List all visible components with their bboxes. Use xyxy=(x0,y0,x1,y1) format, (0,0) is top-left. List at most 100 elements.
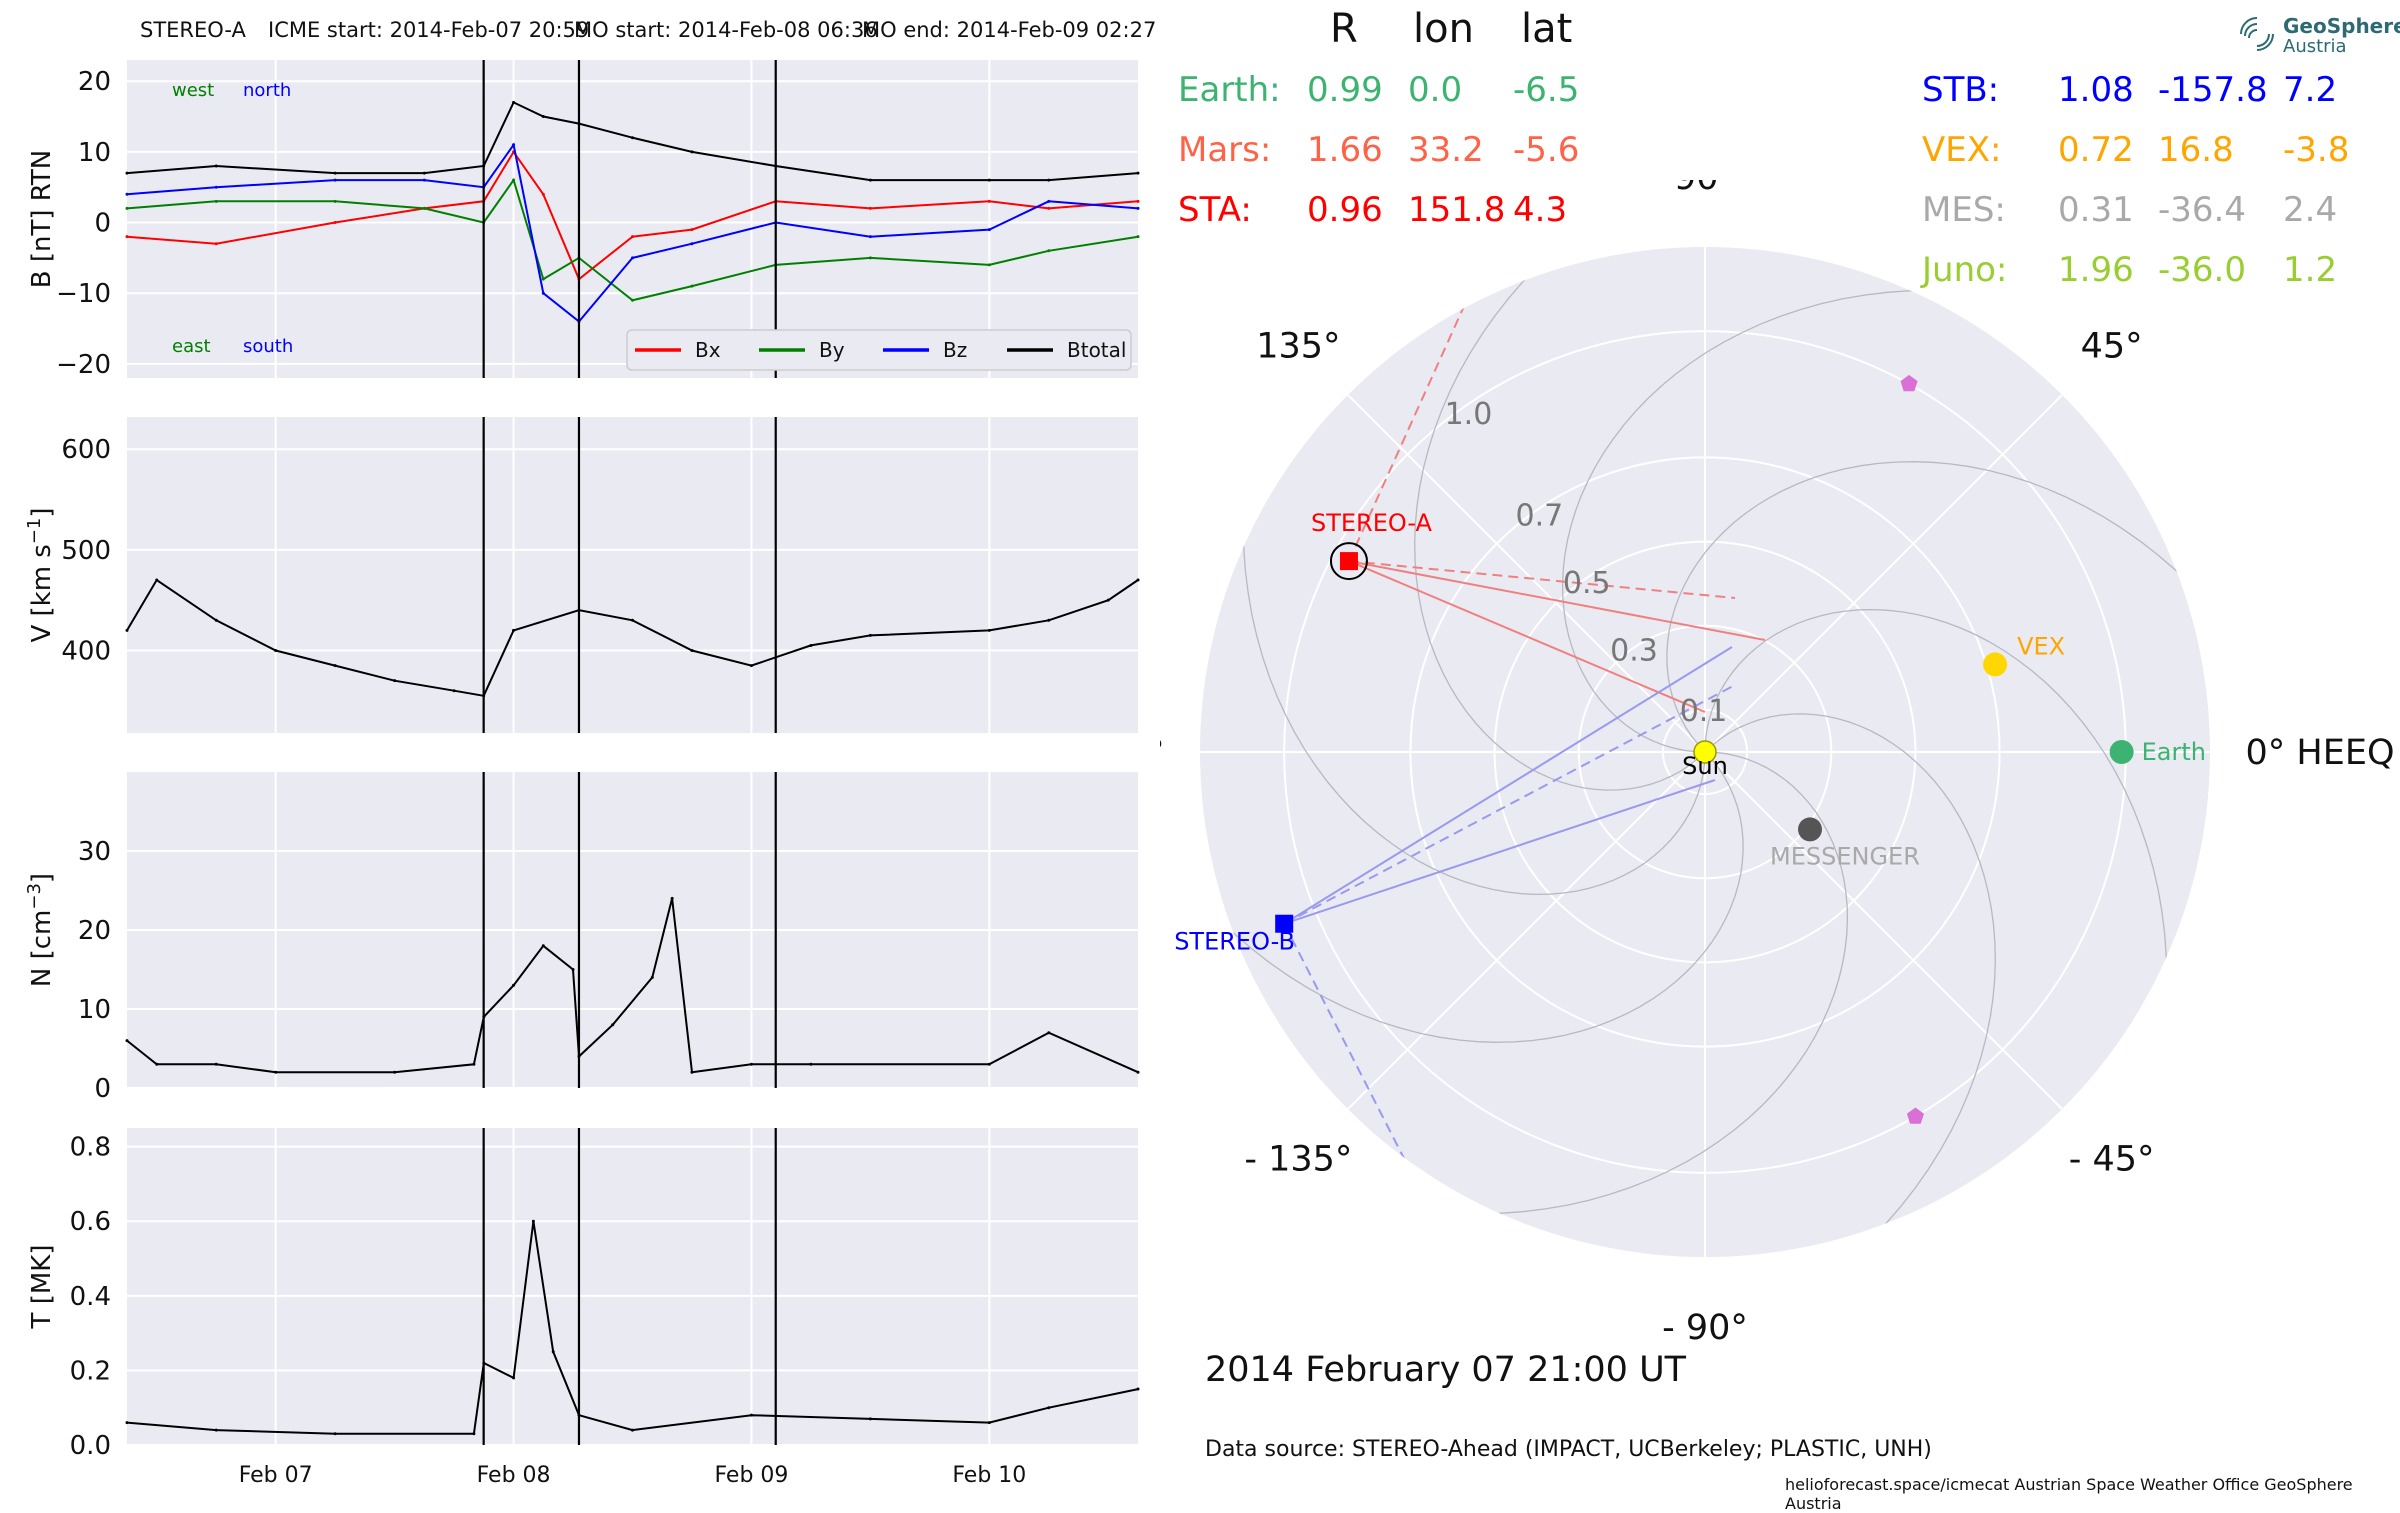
geosphere-logo: GeoSphere Austria xyxy=(2235,12,2400,58)
series-value-point xyxy=(214,1062,218,1066)
body-marker-stereo-a xyxy=(1339,552,1358,571)
series-btotal-point xyxy=(512,100,516,104)
panel-4-ylabel: T [MK] xyxy=(27,1245,57,1330)
body-marker-earth xyxy=(2109,740,2134,764)
pos-r-earth: 0.99 xyxy=(1307,70,1383,110)
pos-lon-mars: 33.2 xyxy=(1408,130,1484,170)
panel-3-ytick-label: 0 xyxy=(94,1074,111,1104)
pos-lon-sta: 151.8 xyxy=(1408,190,1506,230)
panel-4-ytick-label: 0.4 xyxy=(70,1282,111,1312)
sta-fov-line xyxy=(1348,560,1736,599)
series-value-point xyxy=(749,1413,753,1417)
series-bx-point xyxy=(214,242,218,246)
polar-angle-label: 0° HEEQ xyxy=(2246,733,2395,773)
polar-angle-label: - 45° xyxy=(2069,1140,2155,1180)
sta-fov-line xyxy=(1348,560,1706,713)
pos-lat-vex: -3.8 xyxy=(2283,130,2350,170)
polar-angle-label: - 135° xyxy=(1244,1140,1352,1180)
series-value-point xyxy=(631,618,634,622)
pos-r-stb: 1.08 xyxy=(2058,70,2134,110)
series-value-point xyxy=(749,1062,753,1066)
pos-r-vex: 0.72 xyxy=(2058,130,2134,170)
legend-label-bz: Bz xyxy=(943,338,967,362)
series-by-point xyxy=(690,284,694,288)
panel-2-ylabel-text: V [km s xyxy=(27,544,57,642)
body-label-sun: Sun xyxy=(1682,752,1728,780)
pos-lon-juno: -36.0 xyxy=(2158,250,2246,290)
series-value-point xyxy=(214,1428,218,1432)
polar-angle-label: - 90° xyxy=(1662,1308,1748,1340)
plot-header-icme-start: ICME start: 2014-Feb-07 20:59 xyxy=(268,18,590,42)
series-value-point xyxy=(1047,1406,1051,1410)
panel-1-ytick-label: −10 xyxy=(56,279,111,309)
series-bz-point xyxy=(868,235,872,239)
pos-lat-mes: 2.4 xyxy=(2283,190,2338,230)
polar-r-tick-label: 0.1 xyxy=(1680,694,1728,729)
series-btotal-point xyxy=(422,171,426,175)
pos-label-sta: STA: xyxy=(1178,190,1252,230)
panel-3-ylabel-sup: −3 xyxy=(24,883,45,910)
series-by-point xyxy=(1047,249,1051,253)
polar-r-tick-label: 1.0 xyxy=(1445,397,1493,432)
panel-4-ytick-label: 0.6 xyxy=(70,1207,111,1237)
parker-spiral xyxy=(1200,669,1744,1043)
series-bz-point xyxy=(125,192,129,196)
body-label-earth: Earth xyxy=(2142,738,2206,766)
polar-r-tick-label: 0.7 xyxy=(1516,499,1564,534)
parker-spiral xyxy=(1622,713,1996,1257)
polar-angle-label: 135° xyxy=(1256,326,1340,366)
panel-1-background xyxy=(127,60,1138,378)
x-tick-label: Feb 10 xyxy=(952,1463,1026,1488)
legend-label-btotal: Btotal xyxy=(1067,338,1126,362)
series-value-point xyxy=(531,1219,535,1223)
panel-4-background xyxy=(127,1128,1138,1445)
series-value-point xyxy=(1047,618,1051,622)
series-value-point xyxy=(690,648,694,652)
pos-r-juno: 1.96 xyxy=(2058,250,2134,290)
series-by-point xyxy=(541,277,545,281)
panel-1-ytick-label: 20 xyxy=(78,67,111,97)
pos-lat-earth: -6.5 xyxy=(1513,70,1580,110)
series-bx-point xyxy=(1047,206,1051,210)
series-by-point xyxy=(333,199,337,203)
series-value-point xyxy=(512,1376,516,1380)
series-value-point xyxy=(155,578,159,582)
pos-r-mes: 0.31 xyxy=(2058,190,2134,230)
body-label-messenger: MESSENGER xyxy=(1770,842,1920,870)
plot-header-mo-start: MO start: 2014-Feb-08 06:36 xyxy=(574,18,878,42)
polar-spoke xyxy=(1704,394,2063,753)
series-btotal-point xyxy=(541,115,545,119)
series-value-point xyxy=(571,968,575,971)
pos-r-sta: 0.96 xyxy=(1307,190,1383,230)
series-value-point xyxy=(214,618,218,622)
pos-lon-earth: 0.0 xyxy=(1408,70,1463,110)
series-bx-point xyxy=(631,235,634,239)
pos-lat-sta: 4.3 xyxy=(1513,190,1568,230)
series-bz-point xyxy=(422,178,426,182)
series-bx-point xyxy=(125,235,129,239)
sta-direction-line xyxy=(1348,247,1531,562)
series-btotal-point xyxy=(1047,178,1051,182)
plot-header-mo-end: MO end: 2014-Feb-09 02:27 xyxy=(862,18,1157,42)
panel-3-ylabel: N [cm−3] xyxy=(24,873,57,987)
panel-1-ytick-label: −20 xyxy=(56,350,111,380)
series-value-point xyxy=(670,896,674,900)
pos-label-earth: Earth: xyxy=(1178,70,1281,110)
series-value-point xyxy=(274,648,278,652)
pos-lat-juno: 1.2 xyxy=(2283,250,2338,290)
panel-2-ylabel: V [km s−1] xyxy=(24,507,57,642)
body-marker-marker-lower xyxy=(1906,1107,1924,1124)
series-value-point xyxy=(1136,578,1140,582)
series-by-point xyxy=(631,298,634,302)
series-value-point xyxy=(690,1070,694,1074)
series-value-point xyxy=(809,643,813,647)
series-value-point xyxy=(987,628,991,632)
pos-label-stb: STB: xyxy=(1922,70,2000,110)
body-marker-marker-upper xyxy=(1900,374,1918,392)
series-value-line xyxy=(126,898,1139,1074)
series-btotal-point xyxy=(125,171,129,175)
series-value-point xyxy=(333,664,337,668)
x-tick-label: Feb 07 xyxy=(239,1463,313,1488)
col-header-lon: lon xyxy=(1413,6,1474,52)
plot-header-spacecraft: STEREO-A xyxy=(140,18,246,42)
